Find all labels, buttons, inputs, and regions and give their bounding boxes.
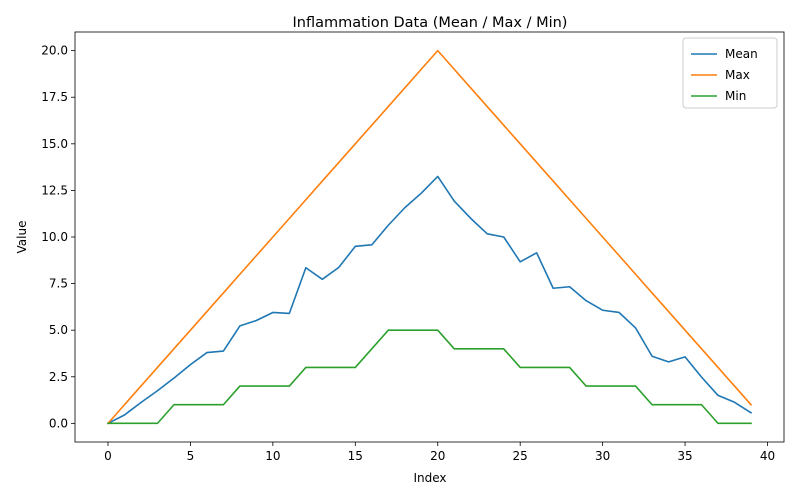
x-tick-label: 5 bbox=[187, 449, 195, 463]
y-tick-label: 2.5 bbox=[49, 370, 68, 384]
x-tick-label: 15 bbox=[348, 449, 363, 463]
y-axis-ticks: 0.0 2.5 5.0 7.5 10.0 12.5 15.0 17.5 20.0 bbox=[41, 44, 75, 430]
legend-box bbox=[682, 37, 778, 109]
series-line-mean bbox=[106, 175, 753, 425]
x-tick-label: 35 bbox=[677, 449, 692, 463]
legend-label-max: Max bbox=[725, 68, 750, 82]
y-tick-label: 12.5 bbox=[41, 183, 68, 197]
legend-label-min: Min bbox=[725, 89, 746, 103]
legend-label-mean: Mean bbox=[725, 47, 758, 61]
x-axis-title: Index bbox=[413, 471, 446, 485]
plot-area-frame bbox=[74, 31, 785, 443]
y-tick-label: 5.0 bbox=[49, 323, 68, 337]
series-lines bbox=[106, 49, 753, 425]
legend: Mean Max Min bbox=[682, 37, 778, 109]
x-tick-label: 30 bbox=[595, 449, 610, 463]
x-axis-ticks: 0 5 10 15 20 25 30 35 40 bbox=[104, 442, 775, 463]
x-tick-label: 10 bbox=[265, 449, 280, 463]
y-tick-label: 10.0 bbox=[41, 230, 68, 244]
chart-title: Inflammation Data (Mean / Max / Min) bbox=[293, 15, 568, 31]
y-tick-label: 0.0 bbox=[49, 416, 68, 430]
series-line-max bbox=[106, 49, 753, 425]
y-axis-title: Value bbox=[15, 221, 29, 254]
y-tick-label: 17.5 bbox=[41, 90, 68, 104]
y-tick-label: 7.5 bbox=[49, 277, 68, 291]
y-tick-label: 15.0 bbox=[41, 137, 68, 151]
x-tick-label: 0 bbox=[104, 449, 112, 463]
x-tick-label: 20 bbox=[430, 449, 445, 463]
y-tick-label: 20.0 bbox=[41, 44, 68, 58]
x-tick-label: 25 bbox=[513, 449, 528, 463]
series-line-min bbox=[107, 329, 752, 425]
x-tick-label: 40 bbox=[760, 449, 775, 463]
